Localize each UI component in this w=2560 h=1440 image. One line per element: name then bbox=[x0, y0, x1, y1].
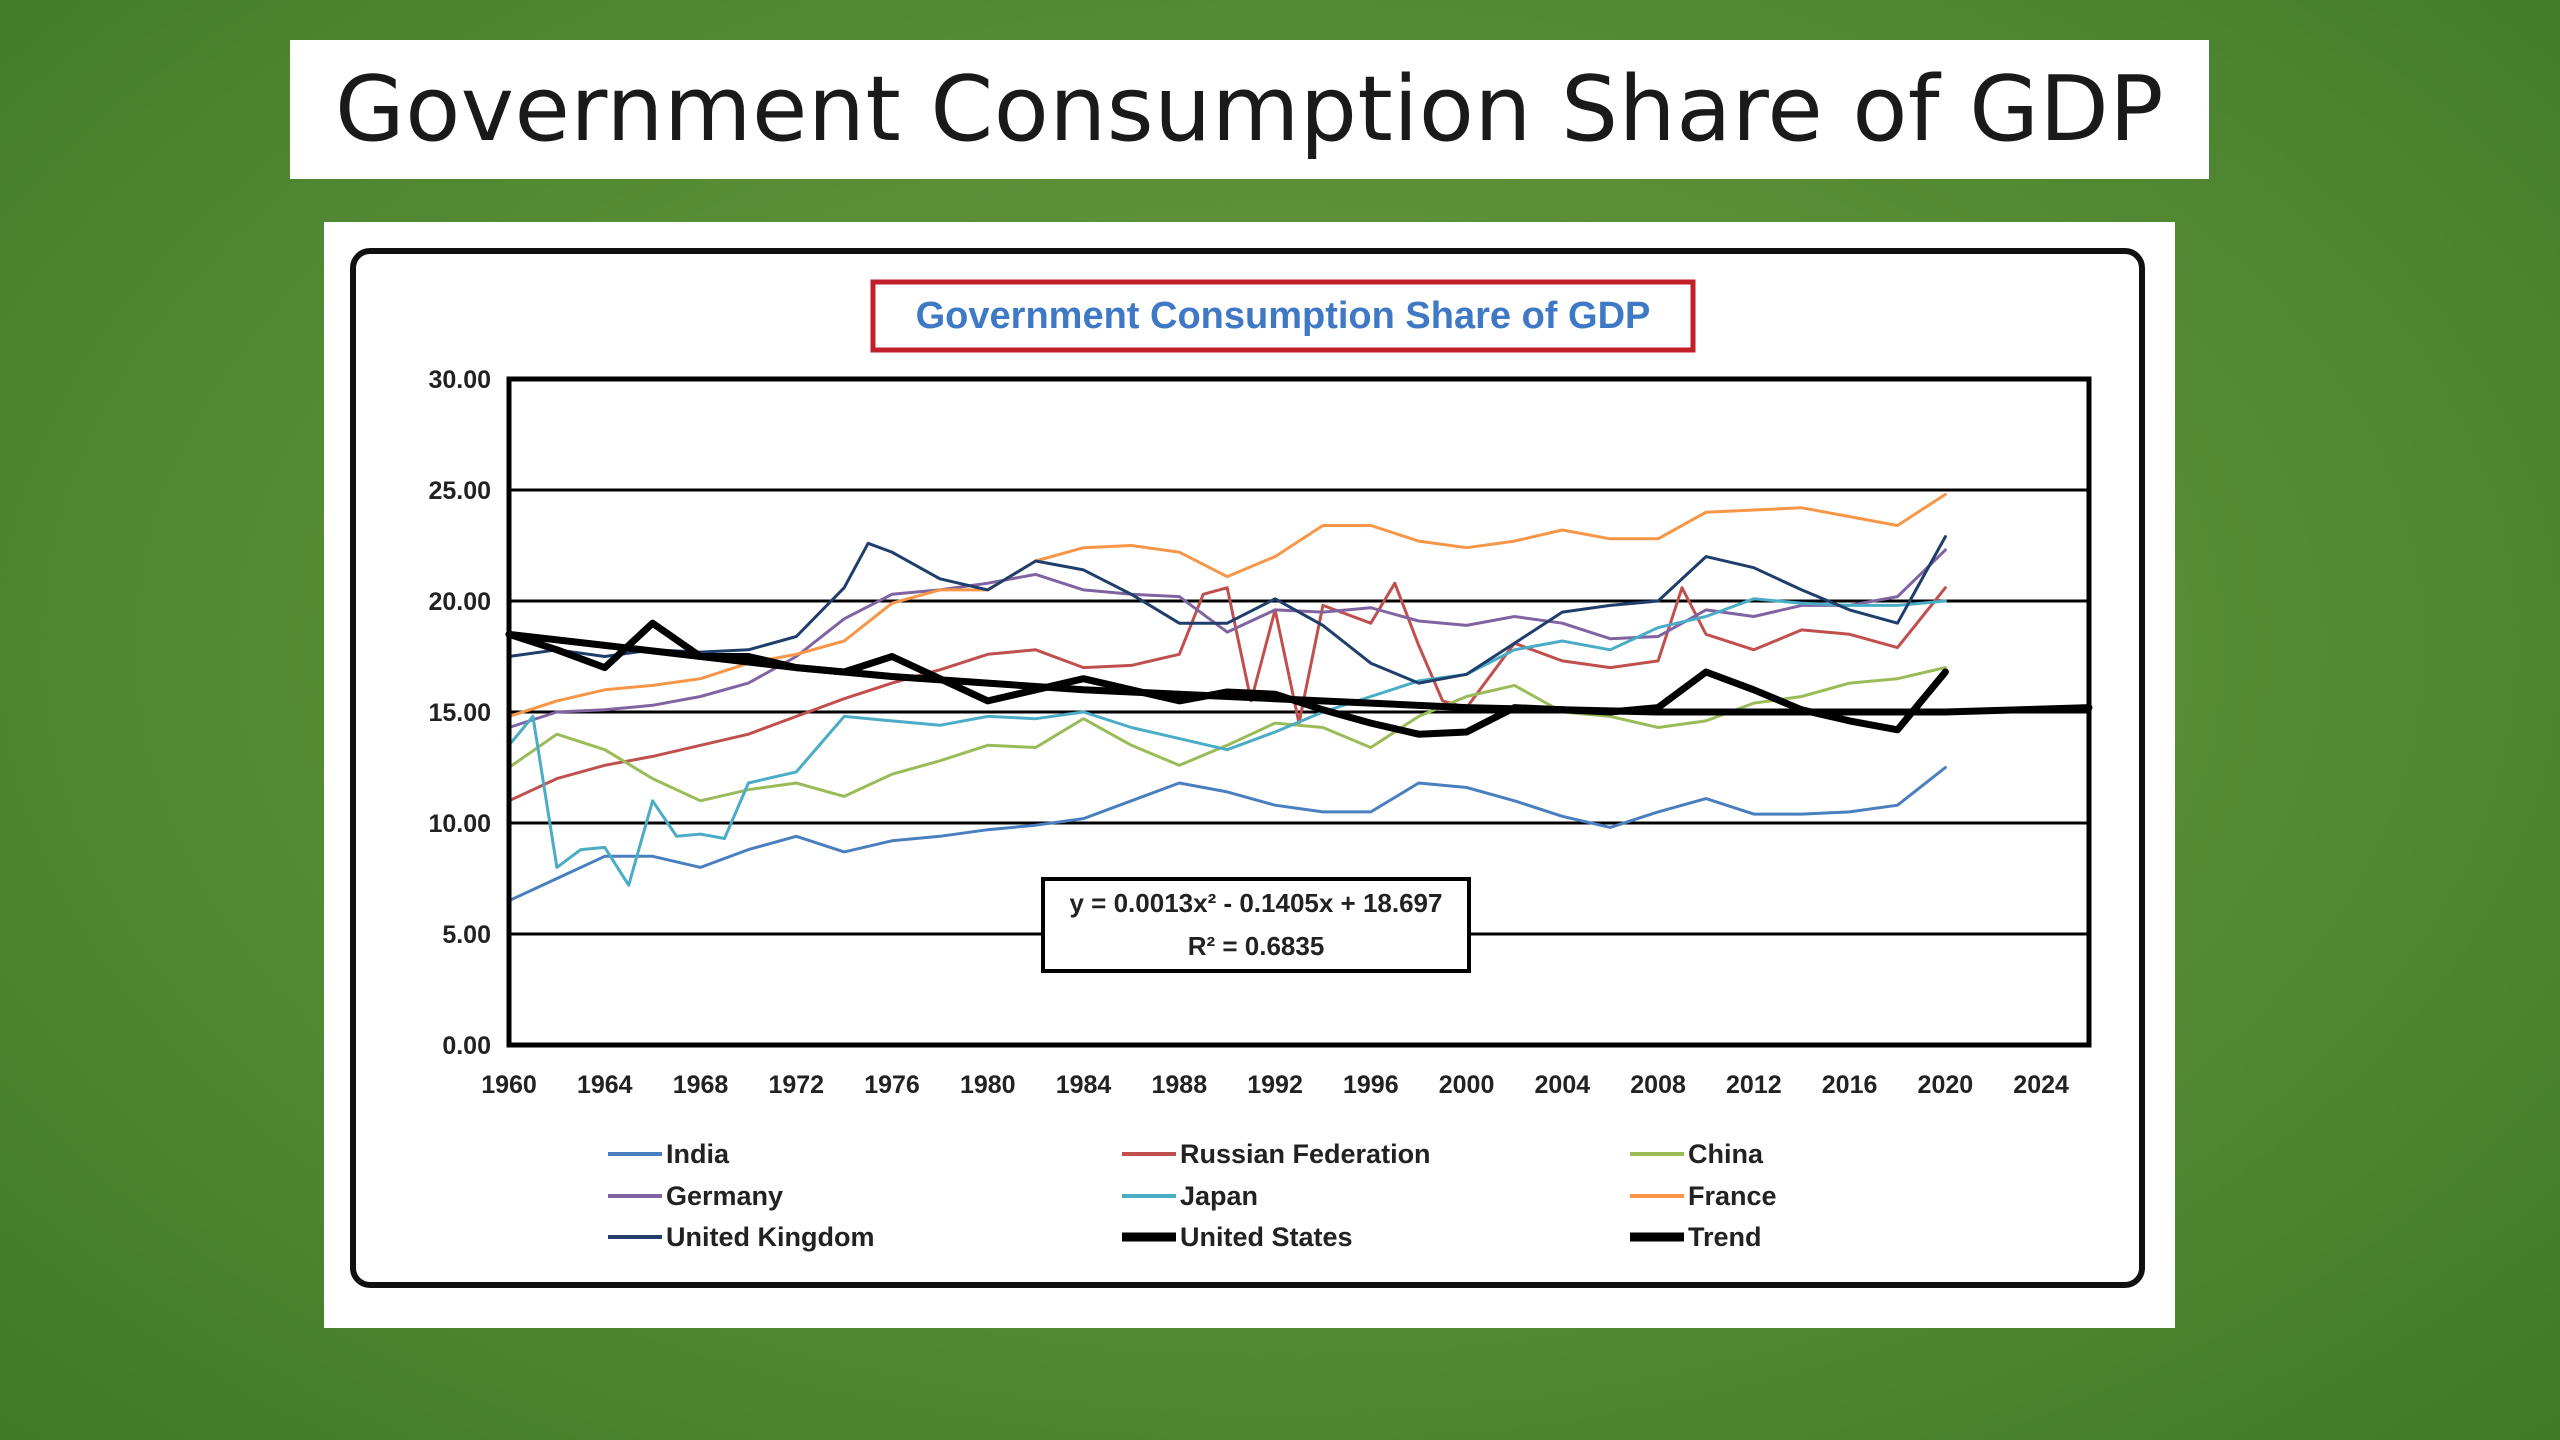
x-tick-label: 1988 bbox=[1151, 1071, 1207, 1099]
x-tick-label: 1964 bbox=[577, 1071, 633, 1099]
legend-item-china: China bbox=[1630, 1139, 1764, 1169]
chart-title-box bbox=[870, 279, 1696, 353]
x-tick-label: 2020 bbox=[1918, 1071, 1974, 1099]
x-tick-label: 1968 bbox=[673, 1071, 729, 1099]
plot-area-border bbox=[506, 376, 2092, 1048]
legend-label: Germany bbox=[666, 1181, 783, 1211]
trendline-r-squared: R² = 0.6835 bbox=[1188, 931, 1325, 961]
trendline-equation-box: y = 0.0013x² - 0.1405x + 18.697 R² = 0.6… bbox=[1041, 877, 1471, 973]
x-tick-label: 2016 bbox=[1822, 1071, 1878, 1099]
series-line-china bbox=[507, 666, 1947, 803]
chart-frame bbox=[350, 248, 2145, 1288]
legend-item-united-states: United States bbox=[1122, 1222, 1353, 1252]
x-tick-label: 2000 bbox=[1439, 1071, 1495, 1099]
series-line-united-kingdom bbox=[507, 535, 1947, 685]
x-tick-label: 2008 bbox=[1630, 1071, 1686, 1099]
trendline-equation: y = 0.0013x² - 0.1405x + 18.697 bbox=[1070, 888, 1443, 918]
legend-item-russian-federation: Russian Federation bbox=[1122, 1139, 1431, 1169]
x-tick-label: 1972 bbox=[768, 1071, 824, 1099]
y-tick-label: 0.00 bbox=[442, 1032, 491, 1060]
series-line-united-states bbox=[505, 619, 1949, 738]
series-line-germany bbox=[507, 548, 1947, 729]
chart-title: Government Consumption Share of GDP bbox=[916, 295, 1651, 337]
y-tick-label: 15.00 bbox=[428, 699, 491, 727]
legend-label: Japan bbox=[1180, 1181, 1258, 1211]
legend-label: Trend bbox=[1688, 1222, 1762, 1252]
x-tick-label: 1984 bbox=[1056, 1071, 1112, 1099]
slide-title: Government Consumption Share of GDP bbox=[334, 57, 2165, 162]
y-tick-label: 25.00 bbox=[428, 477, 491, 505]
legend-label: China bbox=[1688, 1139, 1764, 1169]
x-tick-label: 1976 bbox=[864, 1071, 920, 1099]
y-tick-label: 5.00 bbox=[442, 921, 491, 949]
legend-label: United States bbox=[1180, 1222, 1353, 1252]
x-tick-label: 1996 bbox=[1343, 1071, 1399, 1099]
y-tick-label: 20.00 bbox=[428, 588, 491, 616]
legend-label: Russian Federation bbox=[1180, 1139, 1431, 1169]
legend-item-germany: Germany bbox=[608, 1181, 783, 1211]
y-tick-label: 30.00 bbox=[428, 366, 491, 394]
slide-title-box: Government Consumption Share of GDP bbox=[290, 40, 2209, 179]
series-line-trend bbox=[505, 630, 2093, 716]
series-line-india bbox=[507, 766, 1947, 903]
chart: Government Consumption Share of GDP 0.00… bbox=[428, 279, 2093, 1252]
x-tick-label: 2012 bbox=[1726, 1071, 1782, 1099]
legend-item-trend: Trend bbox=[1630, 1222, 1762, 1252]
chart-card: Government Consumption Share of GDP 0.00… bbox=[324, 222, 2175, 1328]
series-line-japan bbox=[507, 597, 1947, 887]
x-tick-label: 2024 bbox=[2013, 1071, 2069, 1099]
x-tick-label: 1960 bbox=[481, 1071, 537, 1099]
x-tick-label: 1980 bbox=[960, 1071, 1016, 1099]
legend-item-united-kingdom: United Kingdom bbox=[608, 1222, 874, 1252]
x-tick-label: 1992 bbox=[1247, 1071, 1303, 1099]
x-tick-label: 2004 bbox=[1535, 1071, 1591, 1099]
legend-item-france: France bbox=[1630, 1181, 1777, 1211]
legend-label: France bbox=[1688, 1181, 1777, 1211]
y-tick-label: 10.00 bbox=[428, 810, 491, 838]
legend-label: India bbox=[666, 1139, 730, 1169]
legend-label: United Kingdom bbox=[666, 1222, 874, 1252]
legend-item-japan: Japan bbox=[1122, 1181, 1258, 1211]
legend-item-india: India bbox=[608, 1139, 730, 1169]
